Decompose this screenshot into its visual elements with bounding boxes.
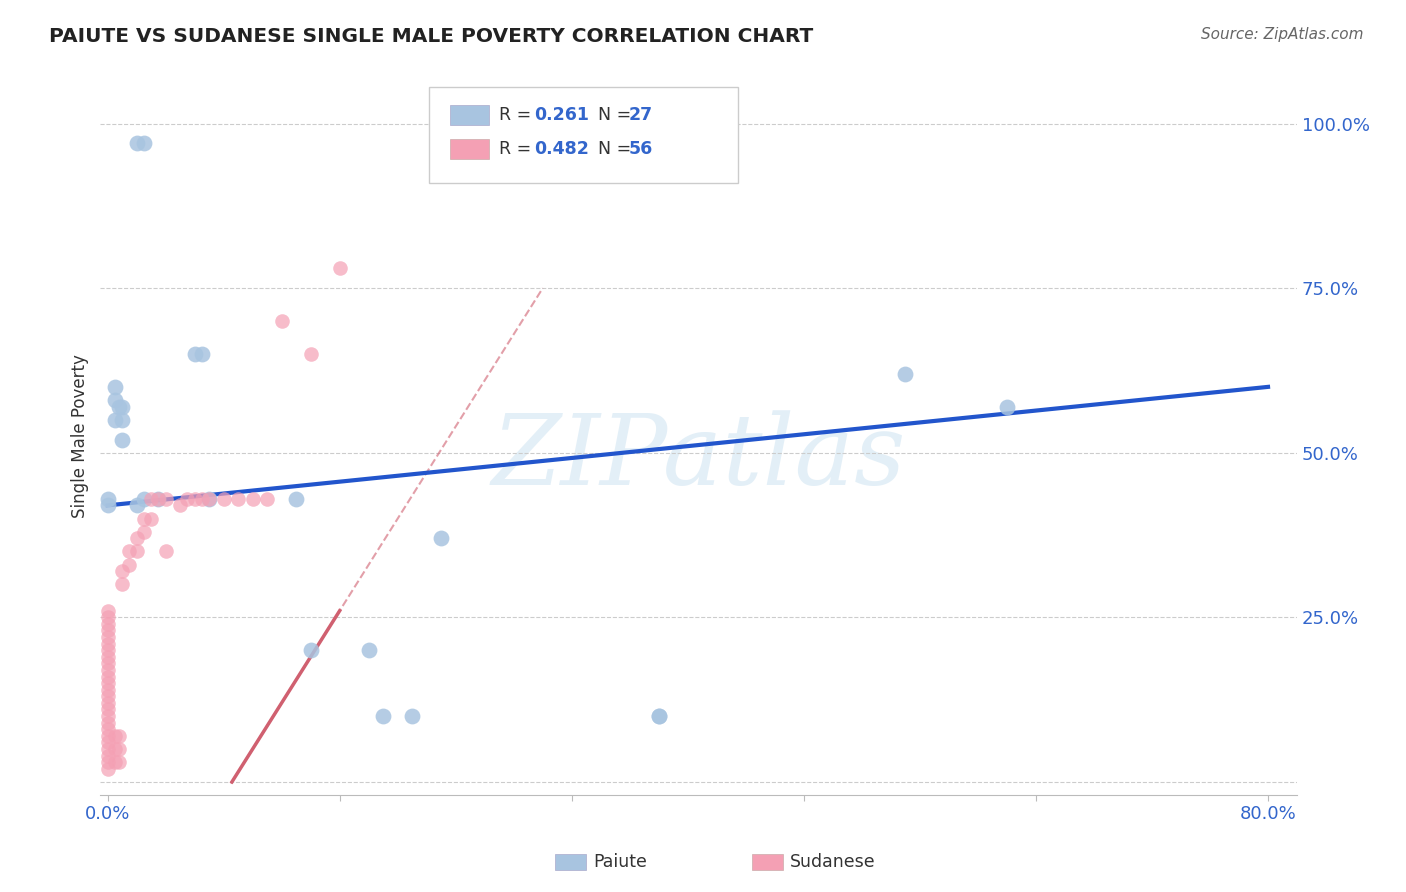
Point	[97, 702, 120, 716]
Point	[97, 690, 120, 704]
Point	[97, 715, 120, 730]
Point	[191, 347, 214, 361]
Text: Source: ZipAtlas.com: Source: ZipAtlas.com	[1201, 27, 1364, 42]
Point	[97, 663, 120, 677]
Point	[256, 491, 278, 506]
Point	[97, 762, 120, 776]
Point	[111, 433, 134, 447]
Text: N =: N =	[598, 140, 637, 158]
Point	[242, 491, 264, 506]
Point	[104, 413, 127, 427]
Point	[176, 491, 198, 506]
Point	[111, 413, 134, 427]
Text: PAIUTE VS SUDANESE SINGLE MALE POVERTY CORRELATION CHART: PAIUTE VS SUDANESE SINGLE MALE POVERTY C…	[49, 27, 814, 45]
Point	[97, 643, 120, 657]
Point	[183, 491, 205, 506]
Text: R =: R =	[499, 140, 537, 158]
Point	[169, 499, 191, 513]
Point	[373, 709, 395, 723]
Point	[97, 499, 120, 513]
Point	[198, 491, 221, 506]
Text: R =: R =	[499, 106, 537, 124]
Point	[299, 643, 322, 657]
Point	[148, 491, 170, 506]
Point	[97, 742, 120, 756]
Point	[97, 610, 120, 624]
Text: 0.261: 0.261	[534, 106, 589, 124]
Point	[97, 669, 120, 683]
Point	[97, 682, 120, 697]
Point	[97, 735, 120, 749]
Point	[125, 544, 148, 558]
Point	[104, 755, 127, 769]
Point	[111, 564, 134, 578]
Point	[111, 400, 134, 414]
Point	[430, 531, 453, 545]
Point	[132, 136, 155, 151]
Point	[97, 657, 120, 671]
Point	[108, 729, 131, 743]
Point	[108, 400, 131, 414]
Text: 0.482: 0.482	[534, 140, 589, 158]
Point	[125, 136, 148, 151]
Point	[648, 709, 671, 723]
Point	[97, 709, 120, 723]
Point	[226, 491, 249, 506]
Point	[155, 491, 177, 506]
Point	[401, 709, 423, 723]
Point	[97, 676, 120, 690]
Point	[108, 742, 131, 756]
Point	[97, 748, 120, 763]
Point	[139, 511, 162, 525]
Point	[108, 755, 131, 769]
Point	[97, 649, 120, 664]
Point	[329, 261, 352, 276]
Point	[118, 544, 141, 558]
Text: Sudanese: Sudanese	[790, 853, 876, 871]
Point	[132, 511, 155, 525]
Point	[97, 637, 120, 651]
Point	[125, 499, 148, 513]
Point	[212, 491, 235, 506]
Point	[104, 742, 127, 756]
Point	[97, 491, 120, 506]
Point	[104, 392, 127, 407]
Point	[894, 367, 917, 381]
Point	[97, 630, 120, 644]
Point	[104, 380, 127, 394]
Point	[198, 491, 221, 506]
Point	[270, 314, 292, 328]
Point	[357, 643, 380, 657]
Text: ZIPatlas: ZIPatlas	[492, 410, 905, 506]
Point	[97, 755, 120, 769]
Point	[155, 544, 177, 558]
Point	[299, 347, 322, 361]
Point	[139, 491, 162, 506]
Point	[148, 491, 170, 506]
Point	[97, 616, 120, 631]
Point	[118, 558, 141, 572]
Point	[104, 729, 127, 743]
Text: 27: 27	[628, 106, 652, 124]
Point	[97, 723, 120, 737]
Point	[125, 531, 148, 545]
Point	[285, 491, 308, 506]
Point	[97, 624, 120, 638]
Text: 56: 56	[628, 140, 652, 158]
Point	[191, 491, 214, 506]
Text: Paiute: Paiute	[593, 853, 647, 871]
Point	[97, 696, 120, 710]
Text: N =: N =	[598, 106, 637, 124]
Point	[648, 709, 671, 723]
Point	[183, 347, 205, 361]
Point	[97, 729, 120, 743]
Point	[132, 524, 155, 539]
Point	[111, 577, 134, 591]
Point	[995, 400, 1018, 414]
Point	[132, 491, 155, 506]
Y-axis label: Single Male Poverty: Single Male Poverty	[72, 354, 89, 518]
Point	[97, 604, 120, 618]
